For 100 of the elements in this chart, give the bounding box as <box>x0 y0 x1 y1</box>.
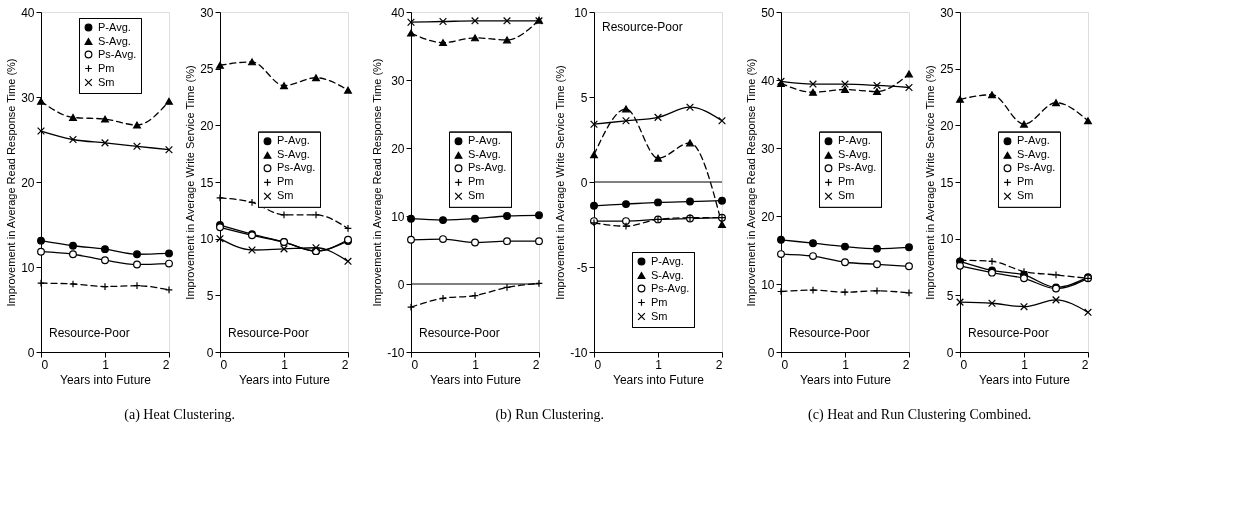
annotation: Resource-Poor <box>968 326 1049 340</box>
legend-label: Pm <box>98 61 115 74</box>
x-tick-label: 1 <box>281 357 289 372</box>
y-axis-title: Improvement in Average Read Response Time (%) <box>371 58 384 307</box>
x-axis-title: Years into Future <box>430 372 522 387</box>
legend-label: S-Avg. <box>838 148 871 161</box>
text: (c) Heat and Run Clustering Combined. <box>808 406 1032 423</box>
x-tick-label: 0 <box>220 357 228 372</box>
y-tick-label: 0 <box>946 345 954 360</box>
y-axis-title: Improvement in Average Read Response Time (%) <box>745 58 758 307</box>
x-tick-label: 0 <box>41 357 49 372</box>
legend-label: P-Avg. <box>838 134 871 147</box>
y-tick-label: 5 <box>206 288 214 303</box>
legend-label: P-Avg. <box>1017 134 1050 147</box>
annotation: Resource-Poor <box>228 326 309 340</box>
y-tick-label: 25 <box>200 62 214 77</box>
x-tick-label: 1 <box>472 357 480 372</box>
legend-label: P-Avg. <box>277 134 310 147</box>
annotation: Resource-Poor <box>602 20 683 34</box>
y-tick-label: 20 <box>391 141 405 156</box>
x-axis-title: Years into Future <box>613 372 705 387</box>
annotation: Resource-Poor <box>49 326 130 340</box>
y-tick-label: 20 <box>761 209 775 224</box>
y-axis-title: Improvement in Average Write Service Time (%) <box>554 65 567 300</box>
y-tick-label: 0 <box>767 345 775 360</box>
legend-label: Ps-Avg. <box>277 161 316 174</box>
annotation: Resource-Poor <box>789 326 870 340</box>
x-tick-label: 0 <box>781 357 789 372</box>
legend-label: Pm <box>1017 175 1034 188</box>
y-tick-label: -10 <box>387 345 405 360</box>
y-tick-label: 25 <box>940 62 954 77</box>
legend-label: Pm <box>277 175 294 188</box>
y-tick-label: 5 <box>580 90 588 105</box>
y-tick-label: 30 <box>940 5 954 20</box>
legend-label: Pm <box>651 295 668 308</box>
legend-label: S-Avg. <box>98 34 131 47</box>
legend-label: Sm <box>98 75 115 88</box>
x-tick-label: 1 <box>102 357 110 372</box>
legend-label: Sm <box>468 189 485 202</box>
y-tick-label: 40 <box>761 73 775 88</box>
y-tick-label: 10 <box>574 5 588 20</box>
legend-label: P-Avg. <box>651 254 684 267</box>
y-axis-title: Improvement in Average Write Service Time (%) <box>924 65 937 300</box>
y-tick-label: 10 <box>391 209 405 224</box>
x-tick-label: 1 <box>1021 357 1029 372</box>
legend-label: Sm <box>277 189 294 202</box>
y-tick-label: 0 <box>27 345 35 360</box>
x-tick-label: 0 <box>960 357 968 372</box>
legend-label: Sm <box>838 189 855 202</box>
y-tick-label: 20 <box>21 175 35 190</box>
y-tick-label: 30 <box>21 90 35 105</box>
y-tick-label: 20 <box>940 118 954 133</box>
annotation: Resource-Poor <box>419 326 500 340</box>
y-tick-label: 10 <box>200 232 214 247</box>
y-tick-label: 15 <box>200 175 214 190</box>
y-tick-label: 20 <box>200 118 214 133</box>
legend-label: P-Avg. <box>98 20 131 33</box>
x-axis-title: Years into Future <box>800 372 892 387</box>
legend-label: S-Avg. <box>1017 148 1050 161</box>
x-axis-title: Years into Future <box>60 372 152 387</box>
x-tick-label: 2 <box>341 357 349 372</box>
y-tick-label: 0 <box>206 345 214 360</box>
legend-label: Ps-Avg. <box>838 161 877 174</box>
x-tick-label: 2 <box>902 357 910 372</box>
legend-label: S-Avg. <box>277 148 310 161</box>
y-tick-label: 40 <box>21 5 35 20</box>
y-tick-label: 50 <box>761 5 775 20</box>
y-tick-label: 10 <box>761 277 775 292</box>
y-tick-label: 0 <box>580 175 588 190</box>
legend-label: Sm <box>1017 189 1034 202</box>
y-tick-label: 10 <box>940 232 954 247</box>
y-tick-label: 30 <box>391 73 405 88</box>
text: (a) Heat Clustering. <box>124 406 236 423</box>
y-tick-label: 10 <box>21 260 35 275</box>
legend-label: Pm <box>468 175 485 188</box>
y-tick-label: 30 <box>200 5 214 20</box>
x-axis-title: Years into Future <box>979 372 1071 387</box>
legend-label: S-Avg. <box>651 268 684 281</box>
y-tick-label: -10 <box>570 345 588 360</box>
legend-label: P-Avg. <box>468 134 501 147</box>
x-tick-label: 1 <box>842 357 850 372</box>
x-tick-label: 0 <box>411 357 419 372</box>
x-axis-title: Years into Future <box>239 372 331 387</box>
legend-label: Sm <box>651 309 668 322</box>
x-tick-label: 2 <box>715 357 723 372</box>
y-tick-label: 15 <box>940 175 954 190</box>
x-tick-label: 2 <box>532 357 540 372</box>
y-tick-label: 30 <box>761 141 775 156</box>
legend-label: S-Avg. <box>468 148 501 161</box>
y-tick-label: -5 <box>576 260 588 275</box>
legend-label: Ps-Avg. <box>1017 161 1056 174</box>
y-axis-title: Improvement in Average Write Service Time (%) <box>184 65 197 300</box>
x-tick-label: 2 <box>162 357 170 372</box>
y-tick-label: 5 <box>946 288 954 303</box>
legend-label: Pm <box>838 175 855 188</box>
x-tick-label: 1 <box>655 357 663 372</box>
y-tick-label: 40 <box>391 5 405 20</box>
text: (b) Run Clustering. <box>495 406 604 423</box>
legend-label: Ps-Avg. <box>651 281 690 294</box>
y-axis-title: Improvement in Average Read Response Time (%) <box>5 58 18 307</box>
